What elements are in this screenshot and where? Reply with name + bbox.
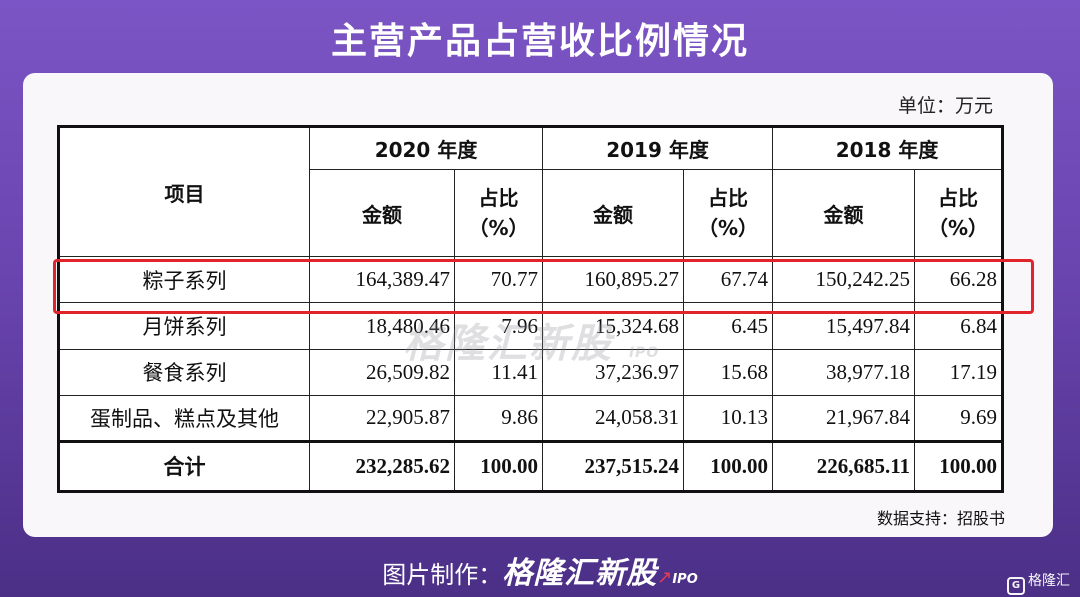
row-label: 月饼系列 [58, 302, 310, 350]
row-label: 蛋制品、糕点及其他 [58, 394, 310, 442]
amount-cell: 15,497.84 [772, 302, 916, 350]
table-card: 单位：万元 项目 2020 年度 2019 年度 2018 年度 金额 占比 （%… [23, 73, 1053, 537]
total-label: 合计 [58, 439, 310, 493]
total-amount-cell: 237,515.24 [542, 439, 685, 493]
pct-header: 占比 （%） [914, 169, 1004, 258]
amount-cell: 150,242.25 [772, 256, 916, 304]
unit-label: 单位：万元 [897, 95, 993, 117]
pct-cell: 67.74 [683, 256, 774, 304]
spark-icon: ↗ [657, 567, 673, 588]
page-title: 主营产品占营收比例情况 [330, 21, 749, 62]
pct-cell: 7.96 [453, 302, 544, 350]
pct-cell: 70.77 [453, 256, 544, 304]
item-header: 项目 [58, 125, 310, 258]
year-header-2018: 2018 年度 [772, 125, 1004, 171]
pct-cell: 6.45 [683, 302, 774, 350]
amount-cell: 24,058.31 [542, 394, 685, 442]
amount-header: 金额 [542, 169, 685, 258]
amount-cell: 18,480.46 [309, 302, 455, 350]
total-pct-cell: 100.00 [453, 439, 544, 493]
year-header-row: 项目 2020 年度 2019 年度 2018 年度 [58, 125, 1004, 258]
amount-cell: 38,977.18 [772, 348, 916, 396]
amount-cell: 37,236.97 [542, 348, 685, 396]
total-pct-cell: 100.00 [683, 439, 774, 493]
amount-cell: 22,905.87 [309, 394, 455, 442]
pct-cell: 9.86 [453, 394, 544, 442]
revenue-table: 项目 2020 年度 2019 年度 2018 年度 金额 占比 （%） 金额 占… [57, 125, 1005, 493]
amount-cell: 21,967.84 [772, 394, 916, 442]
pct-cell: 17.19 [914, 348, 1004, 396]
logo-icon: G [1007, 577, 1025, 595]
amount-header: 金额 [772, 169, 916, 258]
pct-cell: 11.41 [453, 348, 544, 396]
amount-cell: 15,324.68 [542, 302, 685, 350]
total-row: 合计 232,285.62 100.00 237,515.24 100.00 2… [58, 439, 1004, 493]
amount-cell: 26,509.82 [309, 348, 455, 396]
pct-cell: 6.84 [914, 302, 1004, 350]
pct-header: 占比 （%） [453, 169, 544, 258]
corner-logo-text: 格隆汇 [1028, 573, 1070, 589]
amount-cell: 164,389.47 [309, 256, 455, 304]
footer-prefix: 图片制作： [382, 561, 503, 589]
pct-cell: 66.28 [914, 256, 1004, 304]
pct-header: 占比 （%） [683, 169, 774, 258]
table-row: 粽子系列 164,389.47 70.77 160,895.27 67.74 1… [58, 256, 1004, 304]
footer-ipo: IPO [672, 572, 698, 587]
year-header-2020: 2020 年度 [308, 125, 544, 171]
source-note: 数据支持：招股书 [876, 509, 1005, 528]
table-row: 月饼系列 18,480.46 7.96 15,324.68 6.45 15,49… [58, 302, 1004, 350]
amount-cell: 160,895.27 [542, 256, 685, 304]
year-header-2019: 2019 年度 [542, 125, 774, 171]
pct-cell: 10.13 [683, 394, 774, 442]
footer-credit: 图片制作：格隆汇新股↗IPO [0, 548, 1080, 592]
table-row: 餐食系列 26,509.82 11.41 37,236.97 15.68 38,… [58, 348, 1004, 396]
pct-cell: 15.68 [683, 348, 774, 396]
footer-brand: 格隆汇新股 [502, 556, 658, 591]
amount-header: 金额 [309, 169, 455, 258]
corner-logo: G 格隆汇 [1007, 570, 1070, 595]
pct-cell: 9.69 [914, 394, 1004, 442]
row-label: 粽子系列 [58, 256, 310, 304]
total-amount-cell: 232,285.62 [309, 439, 455, 493]
total-pct-cell: 100.00 [914, 439, 1004, 493]
row-label: 餐食系列 [58, 348, 310, 396]
sub-header-row: 金额 占比 （%） 金额 占比 （%） 金额 占比 （%） [59, 169, 1004, 258]
total-amount-cell: 226,685.11 [772, 439, 916, 493]
table-row: 蛋制品、糕点及其他 22,905.87 9.86 24,058.31 10.13… [58, 394, 1004, 442]
